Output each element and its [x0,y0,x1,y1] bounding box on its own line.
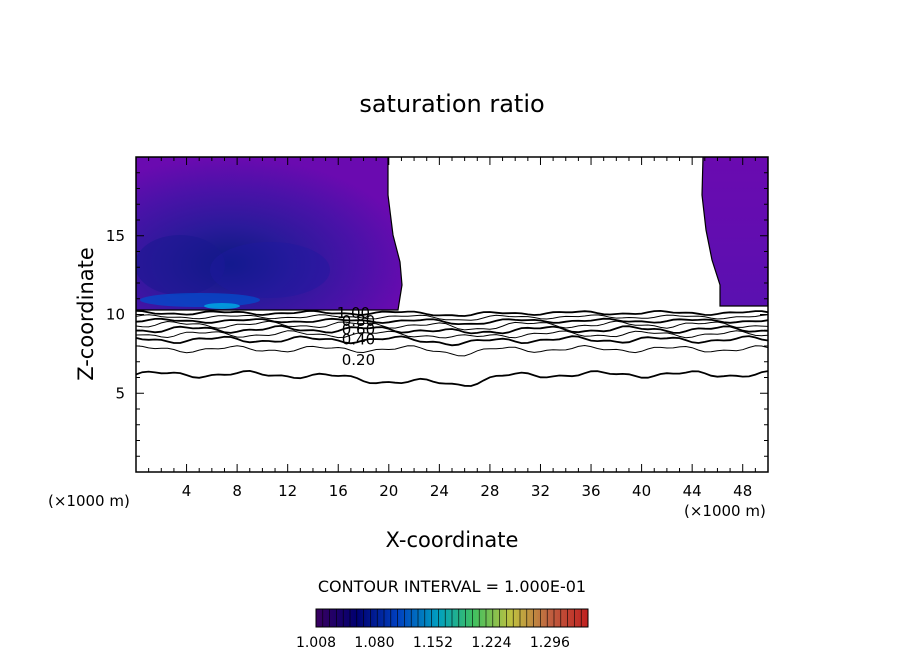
colorbar-label: 1.224 [471,635,511,651]
x-tick-label: 44 [683,482,702,500]
contour-line [136,317,768,326]
contour-label: 0.80 [342,312,375,330]
supersaturation-fill [136,157,768,311]
region-left-core [136,235,225,295]
chart-title: saturation ratio [359,90,544,118]
x-tick-label: 48 [733,482,752,500]
y-tick-label: 5 [115,384,125,402]
contour-line [136,314,768,321]
x-tick-label: 20 [379,482,398,500]
colorbar-ticks [315,609,589,627]
x-tick-label: 12 [278,482,297,500]
region-right-fill [701,157,768,307]
contour-label: 0.60 [342,320,375,338]
x-axis-label: X-coordinate [386,528,519,552]
contour-interval-text: CONTOUR INTERVAL = 1.000E-01 [318,577,586,596]
x-tick-label: 16 [329,482,348,500]
x-tick-label: 36 [581,482,600,500]
x-tick-label: 32 [531,482,550,500]
x-tick-label: 40 [632,482,651,500]
contour-line [136,324,768,335]
contour-label: 0.20 [342,351,375,369]
region-left-core [210,242,330,298]
colorbar-labels: 1.008 1.080 1.152 1.224 1.296 [296,635,570,651]
contour-line [136,369,768,387]
contour-line [136,320,768,331]
x-tick-label: 8 [232,482,242,500]
region-left-peak [204,303,240,309]
x-units-right: (×1000 m) [684,502,766,520]
colorbar-label: 1.296 [530,635,570,651]
contour-line [136,335,768,347]
y-tick-label: 15 [106,227,125,245]
y-tick-label: 10 [106,306,125,324]
x-tick-label: 4 [182,482,192,500]
contour-line [136,330,768,339]
y-axis-label: Z-coordinate [74,247,98,381]
x-tick-label: 24 [430,482,449,500]
x-tick-label: 28 [480,482,499,500]
colorbar-label: 1.152 [413,635,453,651]
contour-line [136,344,768,357]
region-left-base [140,293,260,307]
contour-label: 0.40 [342,331,375,349]
colorbar-label: 1.080 [354,635,394,651]
colorbar-label: 1.008 [296,635,336,651]
x-axis-ticks: 4 8 12 16 20 24 28 32 36 40 44 48 [148,157,756,500]
x-units-left: (×1000 m) [48,492,130,510]
contour-line [136,309,768,317]
contour-labels: 1.000.800.600.40 0.20 [337,304,375,369]
contour-lines [136,309,768,387]
y-axis-ticks: 5 10 15 [106,172,768,457]
contour-label: 1.00 [337,304,370,322]
